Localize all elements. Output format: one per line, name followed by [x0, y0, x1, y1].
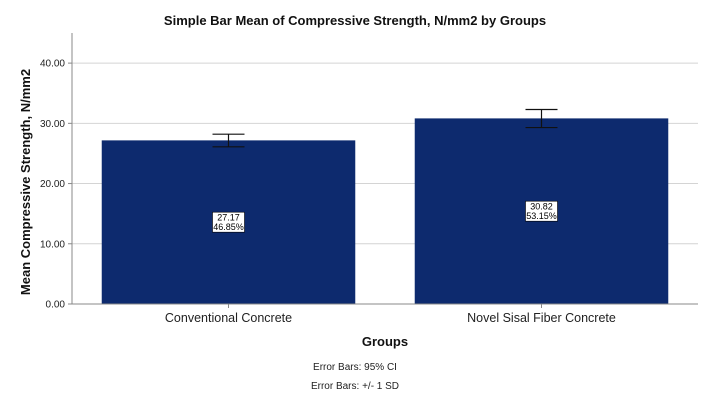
bars-group: [101, 118, 669, 304]
x-axis-title: Groups: [362, 334, 408, 349]
x-tick-label: Novel Sisal Fiber Concrete: [467, 311, 616, 325]
y-tick-label: 0.00: [46, 300, 66, 311]
data-label-box: [525, 200, 558, 222]
y-tick-label: 30.00: [40, 119, 65, 130]
y-axis-ticks: 0.00 10.00 20.00 30.00 40.00: [40, 59, 72, 311]
data-label-box: [212, 211, 245, 233]
y-tick-label: 40.00: [40, 59, 65, 70]
x-tick-label: Conventional Concrete: [165, 311, 292, 325]
y-tick-label: 20.00: [40, 179, 65, 190]
y-tick-label: 10.00: [40, 239, 65, 250]
y-axis-title: Mean Compressive Strength, N/mm2: [18, 69, 33, 295]
error-bar-note-ci: Error Bars: 95% CI: [313, 362, 397, 373]
data-label-value: 30.82: [530, 202, 553, 212]
x-axis-ticks: Conventional Concrete Novel Sisal Fiber C…: [165, 304, 616, 325]
chart-title: Simple Bar Mean of Compressive Strength,…: [164, 13, 546, 28]
error-bars-group: [212, 108, 558, 148]
data-label-value: 27.17: [217, 213, 240, 223]
error-bar-note-sd: Error Bars: +/- 1 SD: [311, 381, 399, 392]
data-label-percent: 46.85%: [213, 222, 244, 232]
data-label-percent: 53.15%: [526, 211, 557, 221]
